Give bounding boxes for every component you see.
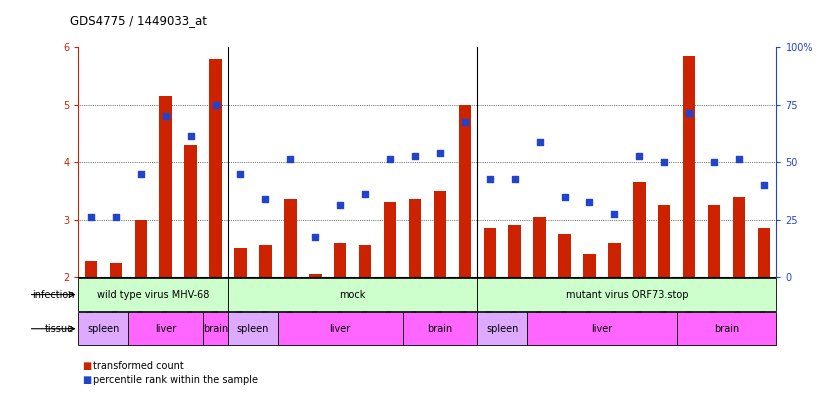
Point	[234, 171, 247, 177]
Point	[358, 191, 372, 197]
Text: brain: brain	[203, 324, 228, 334]
Text: ■: ■	[83, 375, 92, 385]
Bar	[757, 228, 770, 277]
Bar	[228, 278, 477, 311]
Point	[508, 176, 521, 182]
Text: wild type virus MHV-68: wild type virus MHV-68	[97, 290, 210, 299]
Point	[757, 182, 771, 188]
Point	[458, 119, 472, 125]
Bar	[477, 312, 527, 345]
Text: brain: brain	[427, 324, 453, 334]
Bar	[477, 278, 776, 311]
Point	[657, 159, 671, 165]
Text: infection: infection	[32, 290, 74, 299]
Point	[583, 199, 596, 206]
Text: tissue: tissue	[45, 324, 74, 334]
Bar	[359, 246, 372, 277]
Bar	[384, 202, 396, 277]
Bar	[228, 312, 278, 345]
Text: mock: mock	[339, 290, 366, 299]
Point	[109, 213, 122, 220]
Bar	[733, 196, 745, 277]
Bar	[309, 274, 321, 277]
Point	[383, 156, 396, 162]
Text: liver: liver	[155, 324, 176, 334]
Point	[334, 202, 347, 208]
Point	[608, 211, 621, 217]
Text: percentile rank within the sample: percentile rank within the sample	[93, 375, 259, 385]
Bar	[334, 242, 346, 277]
Bar	[402, 312, 477, 345]
Text: transformed count: transformed count	[93, 361, 184, 371]
Text: spleen: spleen	[486, 324, 519, 334]
Bar	[235, 248, 247, 277]
Point	[558, 193, 571, 200]
Point	[209, 101, 222, 108]
Bar	[608, 242, 620, 277]
Text: spleen: spleen	[237, 324, 269, 334]
Text: liver: liver	[591, 324, 613, 334]
Bar	[676, 312, 776, 345]
Bar	[558, 234, 571, 277]
Text: spleen: spleen	[88, 324, 120, 334]
Bar	[209, 59, 222, 277]
Bar	[409, 200, 421, 277]
Point	[134, 171, 147, 177]
Bar	[434, 191, 446, 277]
Point	[284, 156, 297, 162]
Point	[259, 196, 272, 203]
Bar	[527, 312, 676, 345]
Bar	[534, 217, 546, 277]
Point	[633, 153, 646, 160]
Text: GDS4775 / 1449033_at: GDS4775 / 1449033_at	[70, 15, 207, 28]
Bar	[78, 278, 228, 311]
Point	[309, 234, 322, 240]
Bar	[458, 105, 471, 277]
Point	[483, 176, 496, 182]
Point	[408, 153, 421, 160]
Bar	[184, 145, 197, 277]
Bar	[128, 312, 203, 345]
Text: ■: ■	[83, 361, 92, 371]
Bar	[78, 312, 128, 345]
Point	[708, 159, 721, 165]
Text: liver: liver	[330, 324, 351, 334]
Bar	[259, 246, 272, 277]
Bar	[159, 96, 172, 277]
Point	[733, 156, 746, 162]
Bar	[284, 200, 297, 277]
Bar	[633, 182, 646, 277]
Point	[533, 139, 546, 145]
Text: mutant virus ORF73.stop: mutant virus ORF73.stop	[566, 290, 688, 299]
Point	[184, 133, 197, 140]
Point	[682, 110, 695, 116]
Point	[159, 113, 173, 119]
Bar	[278, 312, 402, 345]
Bar	[509, 225, 521, 277]
Point	[84, 213, 97, 220]
Bar	[483, 228, 496, 277]
Bar	[708, 205, 720, 277]
Point	[434, 151, 447, 157]
Bar	[583, 254, 596, 277]
Bar	[110, 263, 122, 277]
Bar	[658, 205, 671, 277]
Text: brain: brain	[714, 324, 739, 334]
Bar	[683, 56, 695, 277]
Bar	[203, 312, 228, 345]
Bar	[135, 220, 147, 277]
Bar	[85, 261, 97, 277]
